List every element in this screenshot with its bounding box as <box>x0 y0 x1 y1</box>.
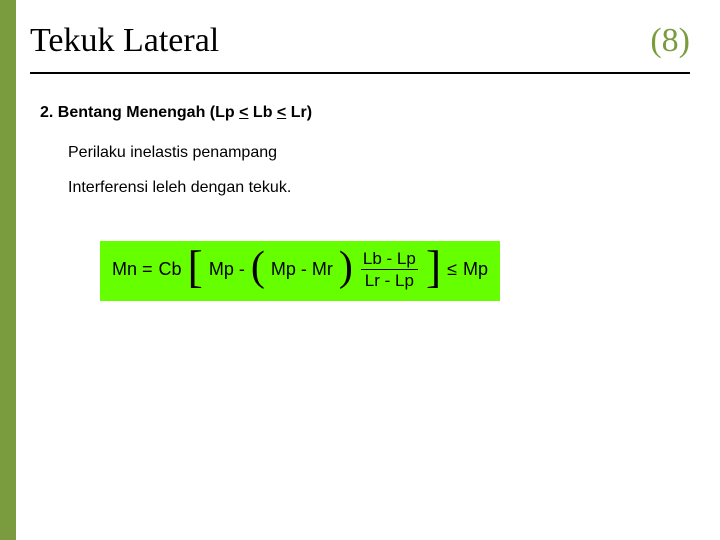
leq-symbol: ≤ <box>447 255 457 284</box>
slide: Tekuk Lateral (8) 2. Bentang Menengah (L… <box>0 0 720 540</box>
right-paren-icon: ) <box>339 251 353 285</box>
fraction-denominator: Lr - Lp <box>361 269 418 291</box>
formula-cb: Cb <box>159 255 182 284</box>
formula-lhs: Mn = <box>112 255 153 284</box>
formula: Mn = Cb [ Mp - ( Mp - Mr ) Lb - Lp Lr - … <box>100 241 500 301</box>
title-underline <box>30 72 690 74</box>
lt-symbol-2: < <box>277 104 286 121</box>
header: Tekuk Lateral (8) <box>30 22 690 60</box>
heading-part2: Lb <box>248 104 276 121</box>
formula-rhs: Mp <box>463 255 488 284</box>
body-line-3: Interferensi leleh dengan tekuk. <box>68 175 690 201</box>
heading-part3: Lr) <box>286 104 312 121</box>
left-bracket-icon: [ <box>188 249 203 286</box>
right-bracket-icon: ] <box>426 249 441 286</box>
heading-part1: 2. Bentang Menengah (Lp <box>40 104 239 121</box>
fraction-numerator: Lb - Lp <box>359 249 420 270</box>
formula-paren-inner: Mp - Mr <box>271 255 333 284</box>
section-heading: 2. Bentang Menengah (Lp < Lb < Lr) <box>40 100 690 126</box>
formula-container: Mn = Cb [ Mp - ( Mp - Mr ) Lb - Lp Lr - … <box>100 241 690 301</box>
page-title: Tekuk Lateral <box>30 22 219 60</box>
formula-fraction: Lb - Lp Lr - Lp <box>359 249 420 291</box>
formula-term1: Mp - <box>209 255 245 284</box>
left-paren-icon: ( <box>251 251 265 285</box>
page-number: (8) <box>650 22 690 60</box>
body-line-2: Perilaku inelastis penampang <box>68 140 690 166</box>
left-accent-bar <box>0 0 16 540</box>
body: 2. Bentang Menengah (Lp < Lb < Lr) Peril… <box>40 100 690 301</box>
